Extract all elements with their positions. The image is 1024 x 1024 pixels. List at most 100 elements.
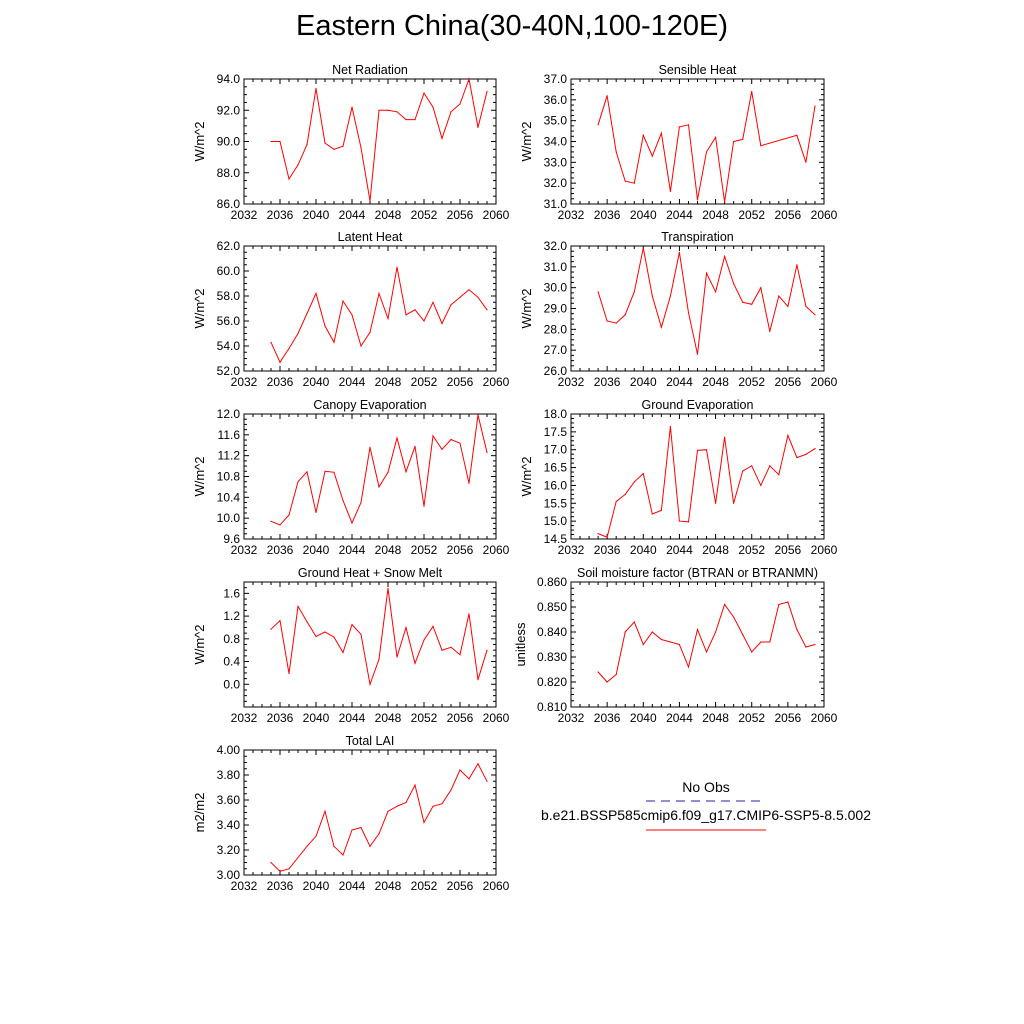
- x-tick-label: 2040: [303, 543, 330, 557]
- data-point: [351, 829, 353, 831]
- x-tick-label: 2056: [447, 711, 474, 725]
- y-axis-label: W/m^2: [192, 624, 207, 664]
- data-point: [814, 314, 816, 316]
- data-point: [660, 638, 663, 641]
- y-axis-label: W/m^2: [519, 456, 534, 496]
- x-tick-label: 2044: [666, 543, 693, 557]
- data-point: [805, 305, 807, 307]
- data-point: [369, 845, 371, 847]
- data-point: [615, 322, 617, 324]
- y-tick-label: 16.0: [544, 478, 568, 492]
- data-point: [477, 126, 479, 128]
- data-point: [414, 784, 416, 786]
- y-tick-label: 12.0: [217, 407, 241, 421]
- x-tick-label: 2032: [231, 375, 258, 389]
- y-tick-label: 32.0: [544, 176, 568, 190]
- data-point: [733, 616, 735, 618]
- data-point: [486, 451, 488, 454]
- data-point: [306, 144, 308, 146]
- y-tick-label: 29.0: [544, 302, 568, 316]
- data-point: [369, 331, 371, 333]
- y-tick-label: 35.0: [544, 114, 568, 128]
- panel-title: Ground Heat + Snow Melt: [298, 566, 443, 580]
- data-point: [642, 473, 644, 475]
- data-point: [751, 651, 753, 653]
- panel-6: 2032 2036 2040 2044 2048 2052 2056 2060 14.5 15.0…: [519, 398, 838, 557]
- x-tick-label: 2044: [666, 711, 693, 725]
- data-point: [324, 325, 326, 327]
- data-point: [288, 672, 290, 675]
- data-point: [414, 662, 416, 664]
- data-point: [279, 870, 281, 872]
- data-point: [297, 481, 299, 483]
- x-tick-label: 2052: [411, 208, 438, 222]
- data-point: [705, 272, 708, 274]
- data-point: [805, 453, 807, 455]
- x-tick-label: 2044: [666, 208, 693, 222]
- x-tick-label: 2036: [594, 375, 621, 389]
- y-tick-label: 30.0: [544, 281, 568, 295]
- y-tick-label: 0.860: [537, 575, 567, 589]
- x-tick-label: 2040: [303, 208, 330, 222]
- data-point: [624, 314, 626, 316]
- data-point: [342, 499, 344, 502]
- x-tick-label: 2036: [594, 208, 621, 222]
- data-point: [297, 856, 299, 859]
- data-point: [633, 182, 635, 184]
- y-tick-label: 27.0: [544, 343, 568, 357]
- plot-frame: [243, 78, 497, 205]
- legend: No Obs b.e21.BSSP585cmip6.f09_g17.CMIP6-S…: [541, 779, 871, 831]
- y-tick-label: 11.2: [218, 449, 241, 463]
- data-point: [468, 482, 470, 484]
- data-point: [459, 769, 461, 771]
- data-point: [769, 641, 771, 643]
- y-tick-label: 0.810: [537, 700, 567, 714]
- x-tick-label: 2048: [375, 375, 402, 389]
- data-point: [468, 613, 470, 615]
- y-axis-label: W/m^2: [192, 288, 207, 328]
- data-point: [486, 649, 488, 651]
- x-tick-label: 2032: [231, 543, 258, 557]
- x-tick-label: 2040: [303, 711, 330, 725]
- x-tick-label: 2044: [339, 208, 366, 222]
- panel-5: 2032 2036 2040 2044 2048 2052 2056 2060 9.6 10.0 1…: [192, 398, 510, 557]
- y-tick-label: 0.830: [537, 650, 567, 664]
- data-point: [687, 521, 690, 523]
- plot-frame: [570, 78, 825, 205]
- data-point: [696, 449, 699, 451]
- data-point: [724, 436, 726, 438]
- data-point: [733, 282, 735, 285]
- figure-title: Eastern China(30-40N,100-120E): [295, 10, 729, 42]
- data-point: [651, 631, 653, 633]
- x-tick-label: 2032: [231, 208, 258, 222]
- data-point: [742, 633, 744, 636]
- data-point: [450, 646, 452, 648]
- data-point: [669, 190, 672, 193]
- data-point: [486, 90, 488, 93]
- data-point: [669, 641, 672, 643]
- data-point: [315, 292, 317, 295]
- x-tick-label: 2036: [267, 375, 294, 389]
- data-point: [324, 810, 326, 812]
- panel-4: 2032 2036 2040 2044 2048 2052 2056 2060 26.0 27.0…: [519, 230, 838, 389]
- y-tick-label: 3.40: [217, 818, 241, 832]
- y-tick-label: 16.5: [544, 461, 568, 475]
- data-point: [660, 326, 663, 328]
- data-point: [642, 247, 644, 249]
- x-tick-label: 2032: [558, 711, 585, 725]
- data-point: [597, 533, 599, 535]
- data-point: [441, 649, 443, 651]
- y-axis-label: W/m^2: [519, 121, 534, 161]
- data-point: [270, 520, 272, 522]
- y-tick-label: 60.0: [217, 264, 241, 278]
- x-tick-label: 2048: [375, 543, 402, 557]
- y-tick-label: 33.0: [544, 155, 568, 169]
- data-point: [705, 449, 708, 451]
- y-tick-label: 34.0: [544, 135, 568, 149]
- data-point: [778, 603, 780, 606]
- panel-7: 2032 2036 2040 2044 2048 2052 2056 2060 0.0 0.4 0.…: [192, 566, 510, 725]
- y-tick-label: 15.5: [544, 496, 568, 510]
- y-tick-label: 0.4: [223, 655, 240, 669]
- data-point: [742, 301, 744, 303]
- x-tick-label: 2040: [630, 543, 657, 557]
